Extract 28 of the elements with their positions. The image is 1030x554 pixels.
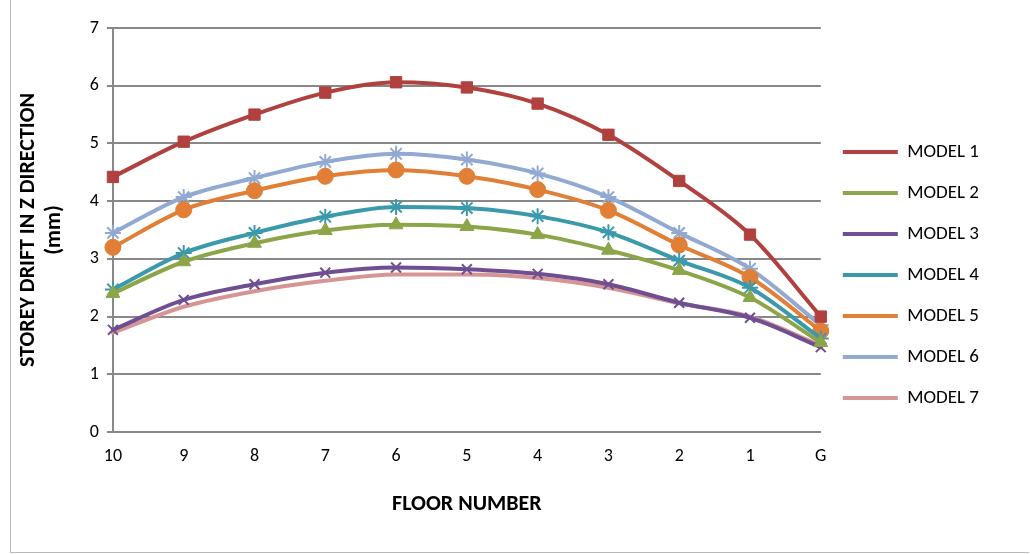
- x-axis-title: FLOOR NUMBER: [392, 489, 543, 517]
- legend-label: MODEL 3: [907, 220, 980, 244]
- y-tick-label: 4: [89, 188, 99, 211]
- x-tick-label: 8: [249, 444, 260, 467]
- y-tick-label: 1: [89, 361, 99, 384]
- x-tick-label: 5: [462, 444, 472, 467]
- y-tick-label: 3: [89, 246, 99, 269]
- x-tick-label: G: [815, 444, 827, 467]
- x-tick-label: 7: [320, 444, 330, 467]
- legend-label: MODEL 6: [907, 343, 980, 367]
- legend-label: MODEL 1: [907, 138, 980, 162]
- y-tick-label: 0: [89, 419, 99, 442]
- y-axis-title: STOREY DRIFT IN Z DIRECTION (mm): [12, 92, 67, 368]
- legend-label: MODEL 4: [907, 261, 980, 285]
- y-tick-label: 6: [89, 73, 99, 96]
- x-tick-label: 6: [391, 444, 401, 467]
- x-tick-label: 2: [674, 444, 684, 467]
- x-tick-label: 9: [179, 444, 189, 467]
- y-tick-label: 2: [89, 304, 99, 327]
- x-tick-label: 10: [103, 444, 123, 467]
- x-tick-label: 1: [745, 444, 755, 467]
- x-tick-label: 3: [603, 444, 613, 467]
- legend-label: MODEL 5: [907, 302, 980, 326]
- legend-label: MODEL 2: [907, 179, 980, 203]
- y-tick-label: 7: [89, 15, 99, 38]
- legend-label: MODEL 7: [907, 384, 980, 408]
- y-tick-label: 5: [89, 130, 99, 153]
- x-tick-label: 4: [533, 444, 543, 467]
